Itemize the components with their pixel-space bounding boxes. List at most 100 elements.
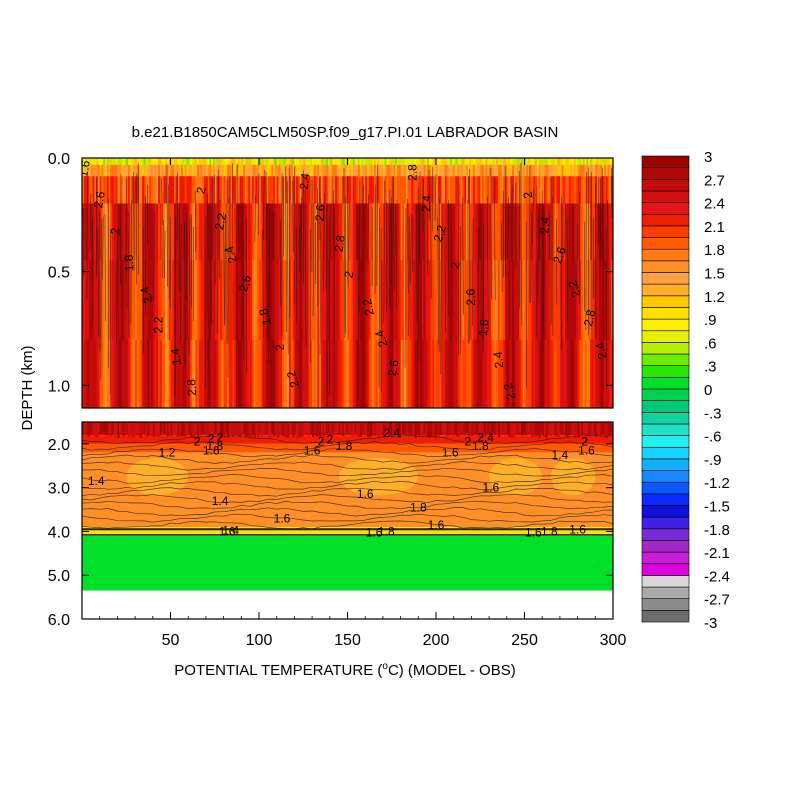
upper-cell	[278, 203, 281, 261]
upper-cell	[313, 260, 316, 341]
upper-contour-label: 2.6	[385, 358, 402, 377]
upper-cell	[140, 164, 143, 177]
upper-cell	[543, 164, 547, 177]
upper-cell	[340, 203, 343, 261]
upper-cell	[605, 260, 608, 341]
upper-cell	[166, 260, 170, 341]
lower-cell	[494, 422, 497, 435]
upper-cell	[202, 164, 205, 177]
colorbar-label: .3	[704, 359, 717, 376]
upper-cell	[315, 260, 318, 341]
lower-contour-label: 2.4	[477, 430, 494, 444]
lower-cell	[110, 422, 113, 437]
upper-cell	[476, 260, 479, 341]
lower-cell	[126, 422, 129, 435]
upper-contour-line	[163, 230, 166, 279]
upper-cell	[480, 176, 483, 204]
lower-cell	[386, 422, 389, 433]
upper-cell	[561, 164, 564, 177]
upper-cell	[165, 203, 168, 261]
lower-cell	[209, 422, 212, 432]
upper-cell	[177, 260, 180, 341]
x-tick-label: 50	[162, 632, 180, 649]
upper-cell	[359, 176, 362, 204]
upper-cell	[105, 260, 108, 341]
colorbar-box	[641, 377, 690, 390]
upper-cell	[257, 176, 260, 204]
upper-cell	[186, 158, 189, 166]
upper-cell	[285, 339, 288, 408]
upper-cell	[214, 339, 217, 408]
lower-cell	[214, 422, 217, 435]
upper-cell	[108, 164, 111, 177]
upper-cell	[239, 158, 242, 166]
upper-cell	[83, 164, 86, 177]
upper-cell	[335, 176, 338, 204]
upper-cell	[609, 164, 612, 177]
upper-cell	[225, 176, 228, 204]
upper-cell	[528, 176, 531, 204]
upper-cell	[221, 339, 224, 408]
upper-cell	[492, 164, 495, 177]
upper-cell	[83, 260, 86, 341]
upper-cell	[119, 260, 122, 341]
lower-cool-patch	[551, 458, 596, 496]
upper-contour-label: 2.4	[221, 244, 240, 265]
upper-cell	[306, 339, 309, 408]
upper-contour-line	[272, 211, 275, 259]
lower-cell	[83, 422, 86, 435]
upper-cell	[409, 176, 412, 204]
upper-cell	[412, 203, 416, 261]
lower-cell	[540, 422, 543, 433]
lower-contour-label: 1.4	[222, 524, 239, 538]
upper-cell	[528, 164, 531, 177]
upper-cell	[437, 176, 440, 204]
upper-cell	[90, 339, 93, 408]
upper-cell	[566, 260, 570, 341]
lower-cell	[575, 422, 578, 435]
upper-cell	[120, 339, 124, 408]
lower-cell	[414, 422, 417, 438]
lower-contour-label: 2	[208, 432, 215, 446]
upper-cell	[414, 203, 417, 261]
upper-cell	[119, 203, 122, 261]
upper-cell	[315, 339, 318, 408]
upper-cell	[473, 176, 476, 204]
upper-cell	[340, 260, 343, 341]
upper-cell	[423, 176, 426, 204]
lower-cell	[448, 422, 451, 434]
upper-cell	[382, 164, 385, 177]
upper-cell	[482, 339, 485, 408]
lower-cell	[551, 422, 554, 434]
upper-cell	[430, 203, 433, 261]
upper-cell	[480, 164, 483, 177]
upper-cell	[405, 164, 408, 177]
upper-cell	[558, 176, 561, 204]
upper-cell	[466, 176, 469, 204]
upper-cell	[448, 260, 451, 341]
upper-cell	[381, 164, 384, 177]
upper-cell	[379, 158, 382, 166]
lower-contour-label: 1.6	[483, 481, 500, 495]
upper-cell	[271, 164, 274, 177]
upper-cell	[414, 260, 417, 341]
upper-cell	[182, 164, 185, 177]
upper-cell	[512, 164, 515, 177]
upper-cell	[605, 164, 608, 177]
upper-cell	[579, 339, 582, 408]
upper-cell	[131, 203, 134, 261]
upper-cell	[151, 339, 154, 408]
upper-cell	[113, 339, 116, 408]
upper-cell	[501, 339, 504, 408]
upper-cell	[266, 158, 269, 166]
upper-contour-label: 1.8	[122, 254, 137, 272]
lower-cell	[165, 422, 168, 432]
upper-cell	[584, 158, 587, 166]
upper-cell	[464, 176, 467, 204]
upper-cell	[209, 164, 212, 177]
upper-cell	[517, 203, 520, 261]
upper-cell	[588, 164, 591, 177]
upper-cell	[411, 158, 414, 166]
colorbar-label: -1.5	[704, 499, 730, 516]
upper-contour-label: 2.2	[152, 316, 166, 333]
